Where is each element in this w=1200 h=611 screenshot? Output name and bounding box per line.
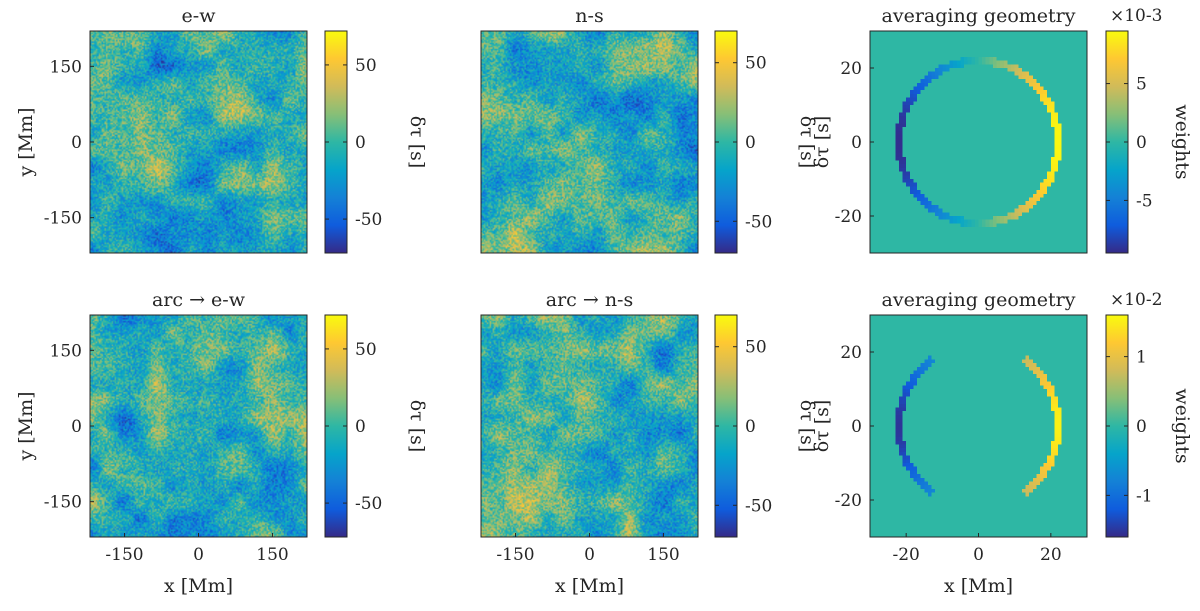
colorbar-tick-label: 50 xyxy=(355,56,377,76)
panel-4: arc → e-w -150 0 150 -150 0 150 y [Mm] x [Mm] -50… xyxy=(15,289,428,597)
x-tick-label: 20 xyxy=(1040,545,1062,565)
colorbar-tick-label: 50 xyxy=(355,340,377,360)
y-axis-label: y [Mm] xyxy=(15,107,37,177)
y-tick-label: 20 xyxy=(840,343,862,363)
x-tick-label: -150 xyxy=(105,545,143,565)
heatmap-image xyxy=(481,31,698,253)
y-tick-label: 20 xyxy=(840,59,862,79)
panel-title: n-s xyxy=(575,5,603,27)
plot-frame xyxy=(480,30,699,254)
y-tick-label: 150 xyxy=(50,341,82,361)
colorbar-tick-label: -50 xyxy=(355,494,382,514)
panel-title: arc → e-w xyxy=(152,289,246,311)
colorbar-label: weights xyxy=(1171,388,1193,463)
panel-title: arc → n-s xyxy=(546,289,633,311)
y-tick-label: 0 xyxy=(71,417,82,437)
x-axis-label: x [Mm] xyxy=(164,575,233,597)
x-tick-label: 150 xyxy=(256,545,288,565)
heatmap-image xyxy=(90,315,307,537)
colorbar-tick-label: 50 xyxy=(745,54,767,74)
y-tick-label: -20 xyxy=(835,491,862,511)
colorbar-tick-label: -1 xyxy=(1136,486,1153,506)
panel-6: averaging geometry -20 0 20 -20 0 20 δτ [s] x [M… xyxy=(811,289,1193,597)
x-tick-label: -150 xyxy=(496,545,534,565)
panel-5: arc → n-s -150 0 150 x [Mm] -50 0 50 δτ [s] xyxy=(480,289,818,597)
colorbar-tick-label: 0 xyxy=(355,417,366,437)
y-axis-label: δτ [s] xyxy=(811,400,833,453)
y-tick-label: -150 xyxy=(44,493,82,513)
x-tick-label: -20 xyxy=(892,545,919,565)
colorbar-exponent: ×10-3 xyxy=(1110,6,1162,26)
colorbar-exponent: ×10-2 xyxy=(1110,290,1162,310)
panel-2: n-s -50 0 50 δτ [s] xyxy=(480,5,818,254)
colorbar-label: δτ [s] xyxy=(796,400,818,453)
panel-1: e-w -150 0 150 y [Mm] -50 0 50 δτ [s] xyxy=(15,5,428,254)
y-tick-label: -150 xyxy=(44,209,82,229)
colorbar-tick-label: 0 xyxy=(1136,133,1147,153)
panel-title: e-w xyxy=(182,5,217,27)
y-axis-label: δτ [s] xyxy=(811,116,833,169)
heatmap-image xyxy=(90,31,307,253)
colorbar-tick-label: -50 xyxy=(745,212,772,232)
colorbar-label: δτ [s] xyxy=(796,116,818,169)
colorbar-tick-label: 0 xyxy=(745,417,756,437)
colorbar-tick-label: 0 xyxy=(745,133,756,153)
x-tick-label: 0 xyxy=(584,545,595,565)
x-axis-label: x [Mm] xyxy=(555,575,624,597)
y-axis-label: y [Mm] xyxy=(15,391,37,461)
y-tick-label: 0 xyxy=(71,133,82,153)
colorbar-tick-label: -5 xyxy=(1136,191,1153,211)
colorbar-label: δτ [s] xyxy=(406,400,428,453)
x-tick-label: 150 xyxy=(647,545,679,565)
y-tick-label: 0 xyxy=(851,417,862,437)
colorbar-label: δτ [s] xyxy=(406,116,428,169)
heatmap-image xyxy=(870,31,1087,253)
heatmap-image xyxy=(481,315,698,537)
x-tick-label: 0 xyxy=(193,545,204,565)
x-axis-label: x [Mm] xyxy=(944,575,1013,597)
heatmap-image xyxy=(870,315,1087,537)
colorbar-tick-label: -50 xyxy=(355,210,382,230)
panel-3: averaging geometry -20 0 20 δτ [s] -5 0 5 weight… xyxy=(811,5,1193,254)
colorbar-tick-label: -50 xyxy=(745,496,772,516)
colorbar-tick-label: 0 xyxy=(355,133,366,153)
colorbar-tick-label: 0 xyxy=(1136,417,1147,437)
y-tick-label: 150 xyxy=(50,57,82,77)
panel-title: averaging geometry xyxy=(882,289,1076,311)
x-tick-label: 0 xyxy=(973,545,984,565)
colorbar-tick-label: 50 xyxy=(745,338,767,358)
colorbar-label: weights xyxy=(1171,104,1193,179)
y-tick-label: 0 xyxy=(851,133,862,153)
panel-title: averaging geometry xyxy=(882,5,1076,27)
y-tick-label: -20 xyxy=(835,207,862,227)
colorbar-tick-label: 1 xyxy=(1136,348,1147,368)
colorbar-tick-label: 5 xyxy=(1136,75,1147,95)
